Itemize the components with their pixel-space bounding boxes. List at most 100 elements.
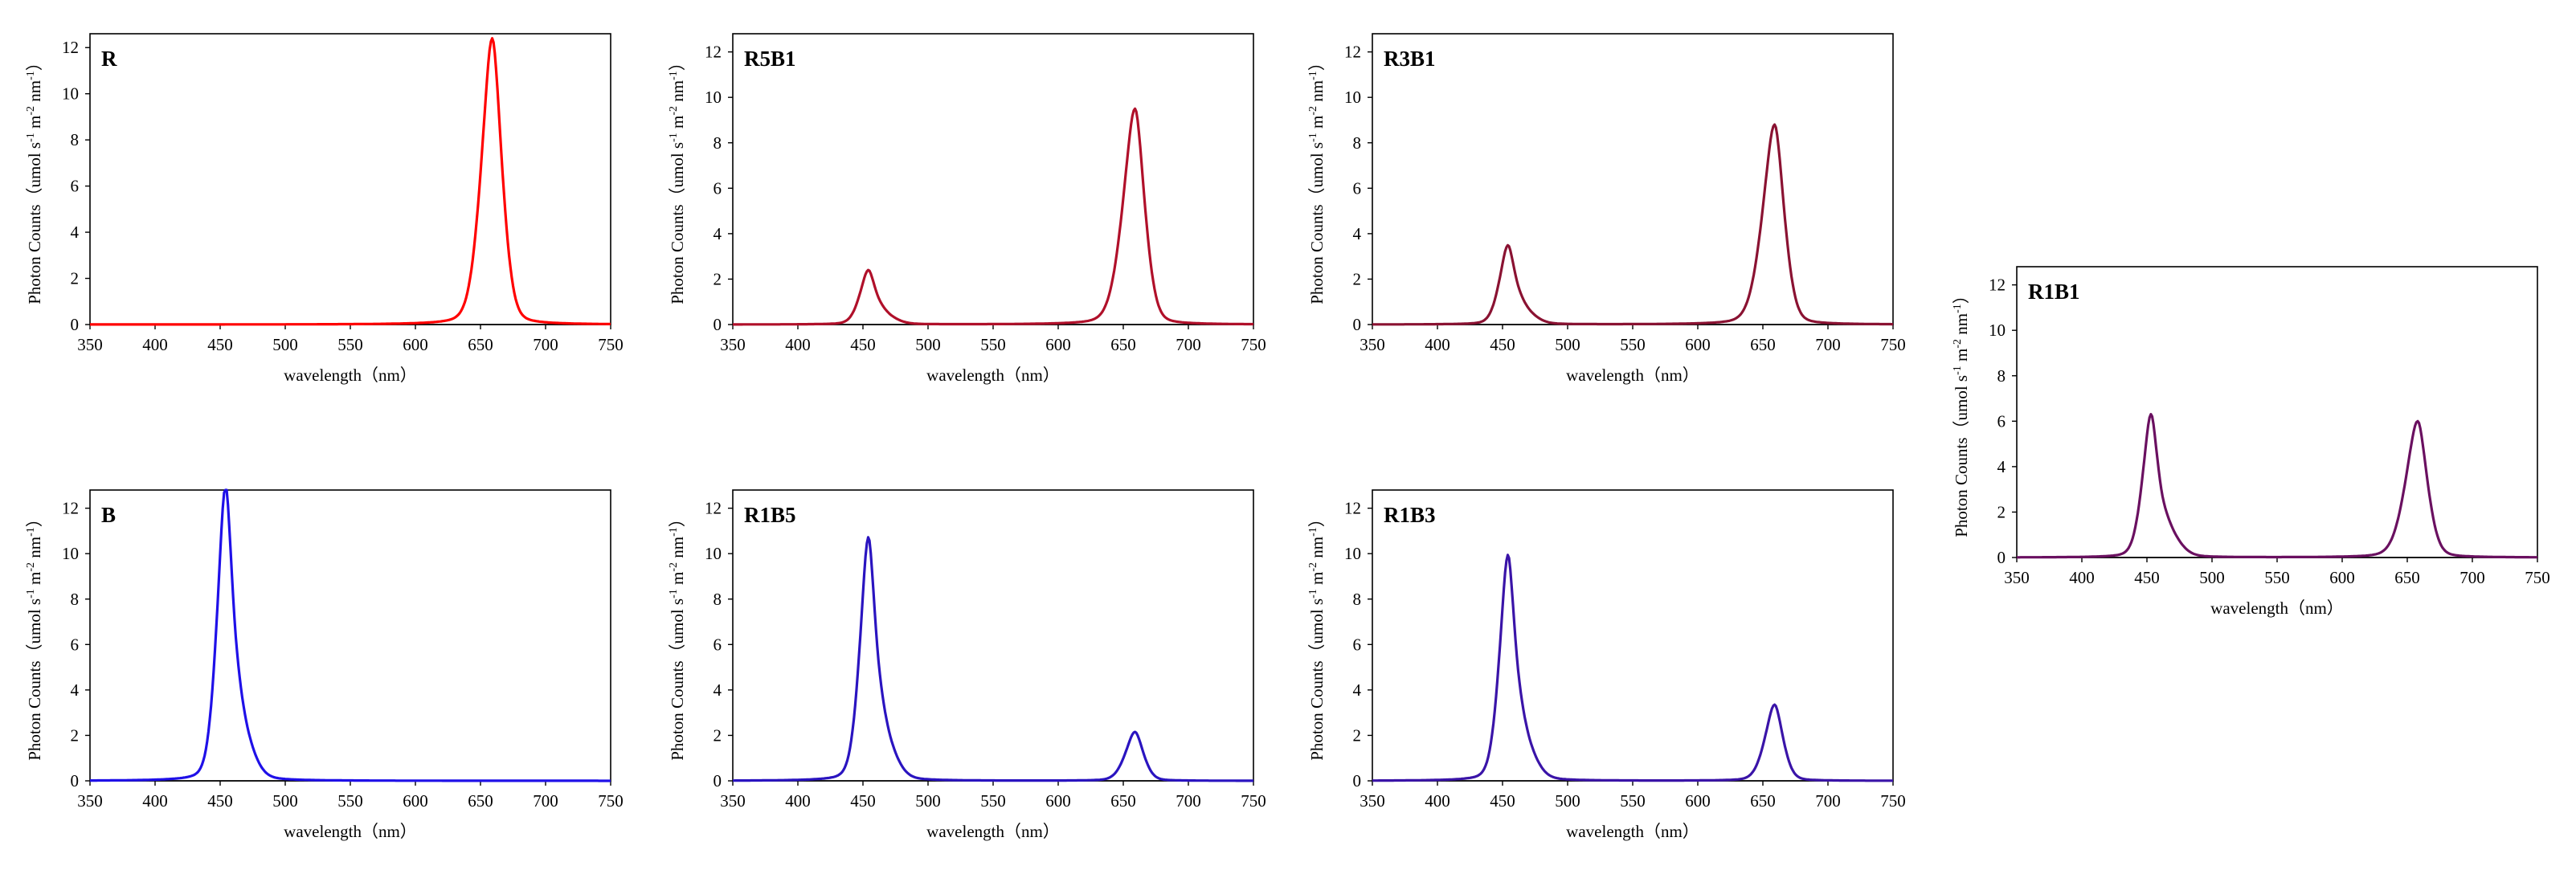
chart-r-x-tick-label: 550 (337, 335, 363, 354)
chart-b-x-tick-label: 400 (142, 791, 168, 811)
chart-r3b1-y-tick-label: 6 (1353, 178, 1362, 198)
chart-r1b3-x-tick-label: 650 (1750, 791, 1776, 811)
chart-r1b3-title: R1B3 (1384, 503, 1436, 527)
chart-r3b1-series-r3b1-line (1372, 123, 1893, 326)
chart-r3b1-x-tick-label: 350 (1360, 335, 1385, 354)
chart-b-x-tick-label: 550 (337, 791, 363, 811)
chart-r5b1-x-tick-label: 500 (915, 335, 941, 354)
chart-r3b1-x-tick-label: 600 (1685, 335, 1711, 354)
chart-b-x-axis-title: wavelength（nm） (284, 822, 417, 841)
chart-r5b1-plot-frame (732, 33, 1254, 325)
chart-r1b5-x-tick-label: 400 (785, 791, 811, 811)
chart-r-x-tick-label: 600 (403, 335, 428, 354)
chart-r1b3-series-r1b3-line (1372, 553, 1893, 782)
chart-b-x-tick-label: 350 (77, 791, 103, 811)
chart-r1b1-x-axis-title: wavelength（nm） (2210, 598, 2344, 618)
chart-r1b5-x-tick-label: 700 (1176, 791, 1201, 811)
chart-r1b5-x-tick-label: 650 (1110, 791, 1136, 811)
chart-r1b1-x-tick-label: 550 (2264, 568, 2290, 587)
chart-r3b1-y-tick-label: 2 (1353, 269, 1362, 288)
chart-r3b1-plot-frame (1372, 33, 1894, 325)
chart-r5b1-y-tick-label: 12 (705, 43, 722, 62)
chart-b-series-b-line (90, 488, 611, 782)
chart-r5b1-y-axis-title: Photon Counts（umol s-1 m-2 nm-1） (668, 54, 687, 304)
chart-r1b5-y-tick-label: 4 (714, 680, 722, 700)
chart-r1b1-y-tick-label: 4 (1997, 457, 2006, 476)
chart-r1b3-y-axis-title: Photon Counts（umol s-1 m-2 nm-1） (1307, 510, 1327, 761)
chart-r-y-axis-title: Photon Counts（umol s-1 m-2 nm-1） (25, 54, 44, 304)
chart-r-plot-frame (89, 33, 611, 325)
chart-r1b5-series-r1b5-line (733, 536, 1253, 782)
chart-r: 350 400 450 500 550 600 650 700 750 0 2 4 6 8 10 12 wave… (25, 33, 624, 385)
chart-r1b3-x-tick-label: 600 (1685, 791, 1711, 811)
chart-r3b1-y-tick-label: 0 (1353, 315, 1362, 334)
chart-r-x-tick-label: 400 (142, 335, 168, 354)
chart-panel-r1b1: 350 400 450 500 550 600 650 700 750 0 2 4 6 8 10 12 wave… (1927, 233, 2562, 635)
chart-r5b1-x-tick-label: 650 (1110, 335, 1136, 354)
chart-r1b3-x-tick-label: 350 (1360, 791, 1385, 811)
chart-r5b1-x-tick-label: 700 (1176, 335, 1201, 354)
chart-r1b3-x-tick-label: 400 (1425, 791, 1450, 811)
chart-r1b5-x-tick-label: 450 (850, 791, 876, 811)
chart-b-x-tick-label: 500 (272, 791, 298, 811)
chart-panel-r: 350 400 450 500 550 600 650 700 750 0 2 4 6 8 10 12 wave… (0, 0, 635, 402)
chart-panel-r3b1: 350 400 450 500 550 600 650 700 750 0 2 4 6 8 10 12 wave… (1282, 0, 1917, 402)
chart-r1b5-x-tick-label: 750 (1241, 791, 1266, 811)
chart-r1b3-plot-frame (1372, 489, 1894, 782)
chart-r-y-tick-label: 4 (71, 223, 80, 242)
chart-r3b1-x-tick-label: 750 (1880, 335, 1906, 354)
chart-b-plot-frame (89, 489, 611, 782)
chart-b-x-tick-label: 450 (207, 791, 233, 811)
chart-r1b5-y-tick-label: 10 (705, 544, 722, 563)
chart-r1b5-title: R1B5 (744, 503, 796, 527)
chart-r1b1-plot-frame (2016, 266, 2538, 558)
chart-r1b3-x-tick-label: 450 (1490, 791, 1515, 811)
chart-r3b1-x-tick-label: 550 (1620, 335, 1646, 354)
chart-r1b1-x-tick-label: 400 (2069, 568, 2095, 587)
chart-r1b1-x-tick-label: 500 (2199, 568, 2225, 587)
chart-r1b1-y-axis-title: Photon Counts（umol s-1 m-2 nm-1） (1952, 287, 1971, 537)
chart-r1b3: 350 400 450 500 550 600 650 700 750 0 2 4 6 8 10 12 wave… (1307, 489, 1906, 841)
chart-b-y-axis-title: Photon Counts（umol s-1 m-2 nm-1） (25, 510, 44, 761)
chart-r1b3-y-tick-label: 4 (1353, 680, 1362, 700)
chart-b-x-tick-label: 700 (533, 791, 558, 811)
chart-r3b1: 350 400 450 500 550 600 650 700 750 0 2 4 6 8 10 12 wave… (1307, 33, 1906, 385)
chart-b-y-tick-label: 8 (71, 590, 80, 609)
chart-panel-r1b3: 350 400 450 500 550 600 650 700 750 0 2 4 6 8 10 12 wave… (1282, 456, 1917, 858)
chart-r-x-tick-label: 750 (598, 335, 624, 354)
chart-panel-r1b5: 350 400 450 500 550 600 650 700 750 0 2 4 6 8 10 12 wave… (643, 456, 1278, 858)
chart-r3b1-x-axis-title: wavelength（nm） (1566, 366, 1699, 385)
chart-r-x-axis-title: wavelength（nm） (284, 366, 417, 385)
chart-r5b1-y-tick-label: 6 (714, 178, 722, 198)
chart-r5b1-series-r5b1-line (733, 107, 1253, 326)
chart-r1b1-title: R1B1 (2028, 280, 2080, 304)
chart-r-x-tick-label: 700 (533, 335, 558, 354)
chart-r-y-tick-label: 0 (71, 315, 80, 334)
chart-r-title: R (101, 47, 117, 71)
chart-r5b1-y-tick-label: 8 (714, 133, 722, 153)
chart-r1b5-y-tick-label: 6 (714, 635, 722, 654)
chart-r5b1-x-tick-label: 350 (720, 335, 746, 354)
chart-r3b1-y-tick-label: 4 (1353, 224, 1362, 243)
chart-panel-b: 350 400 450 500 550 600 650 700 750 0 2 4 6 8 10 12 wave… (0, 456, 635, 858)
chart-r5b1-y-tick-label: 4 (714, 224, 722, 243)
chart-r1b1-y-tick-label: 8 (1997, 366, 2006, 386)
chart-r1b3-x-tick-label: 500 (1555, 791, 1580, 811)
chart-r1b1-y-tick-label: 0 (1997, 548, 2006, 567)
chart-r1b5-y-tick-label: 8 (714, 590, 722, 609)
chart-r1b5-x-axis-title: wavelength（nm） (926, 822, 1060, 841)
chart-r1b5-y-axis-title: Photon Counts（umol s-1 m-2 nm-1） (668, 510, 687, 761)
chart-r5b1-x-axis-title: wavelength（nm） (926, 366, 1060, 385)
chart-r-y-tick-label: 12 (62, 38, 79, 57)
chart-r3b1-x-tick-label: 500 (1555, 335, 1580, 354)
chart-r-x-tick-label: 650 (468, 335, 493, 354)
chart-r5b1: 350 400 450 500 550 600 650 700 750 0 2 4 6 8 10 12 wave… (668, 33, 1266, 385)
chart-r1b1-x-tick-label: 700 (2459, 568, 2485, 587)
chart-r1b1-x-tick-label: 450 (2134, 568, 2160, 587)
chart-r1b3-y-tick-label: 6 (1353, 635, 1362, 654)
chart-b-y-tick-label: 0 (71, 771, 80, 790)
chart-b-y-tick-label: 10 (62, 544, 79, 563)
chart-r-series-r-line (90, 37, 611, 326)
chart-r1b1-series-r1b1-line (2017, 413, 2537, 559)
chart-r-y-tick-label: 8 (71, 130, 80, 149)
